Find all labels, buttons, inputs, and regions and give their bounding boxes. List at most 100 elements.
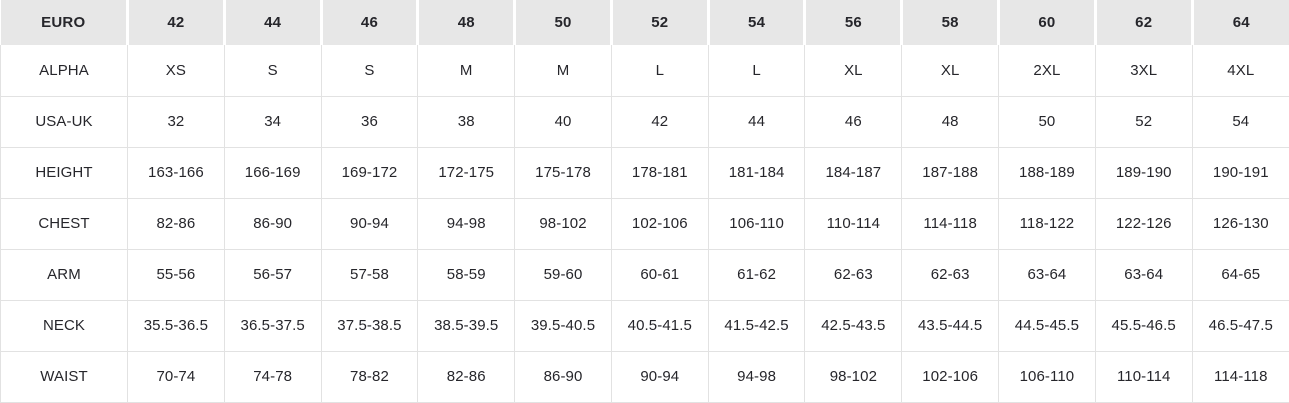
- data-cell: 35.5-36.5: [128, 300, 225, 351]
- data-cell: 106-110: [708, 198, 805, 249]
- data-cell: 37.5-38.5: [321, 300, 418, 351]
- data-cell: 54: [1192, 96, 1289, 147]
- header-cell: 44: [224, 0, 321, 45]
- row-label-cell: ALPHA: [1, 45, 128, 96]
- data-cell: 41.5-42.5: [708, 300, 805, 351]
- header-cell: 46: [321, 0, 418, 45]
- data-cell: 86-90: [224, 198, 321, 249]
- header-cell: 54: [708, 0, 805, 45]
- data-cell: S: [224, 45, 321, 96]
- data-cell: 60-61: [611, 249, 708, 300]
- data-cell: XL: [805, 45, 902, 96]
- data-cell: 38: [418, 96, 515, 147]
- data-cell: XL: [902, 45, 999, 96]
- row-label-cell: HEIGHT: [1, 147, 128, 198]
- data-cell: 94-98: [708, 351, 805, 402]
- data-cell: 45.5-46.5: [1095, 300, 1192, 351]
- data-cell: 36.5-37.5: [224, 300, 321, 351]
- row-label-cell: ARM: [1, 249, 128, 300]
- data-cell: 190-191: [1192, 147, 1289, 198]
- data-cell: 62-63: [805, 249, 902, 300]
- data-cell: L: [611, 45, 708, 96]
- data-cell: 56-57: [224, 249, 321, 300]
- data-cell: 118-122: [999, 198, 1096, 249]
- header-cell: 52: [611, 0, 708, 45]
- data-cell: 70-74: [128, 351, 225, 402]
- data-cell: 44: [708, 96, 805, 147]
- data-cell: 63-64: [999, 249, 1096, 300]
- data-cell: 43.5-44.5: [902, 300, 999, 351]
- header-cell: 56: [805, 0, 902, 45]
- data-cell: 62-63: [902, 249, 999, 300]
- data-cell: 110-114: [1095, 351, 1192, 402]
- header-label-cell: EURO: [1, 0, 128, 45]
- data-cell: 40: [515, 96, 612, 147]
- data-cell: 181-184: [708, 147, 805, 198]
- data-cell: 82-86: [128, 198, 225, 249]
- data-cell: 126-130: [1192, 198, 1289, 249]
- data-cell: 46: [805, 96, 902, 147]
- data-cell: 2XL: [999, 45, 1096, 96]
- header-cell: 42: [128, 0, 225, 45]
- data-cell: 61-62: [708, 249, 805, 300]
- data-cell: 46.5-47.5: [1192, 300, 1289, 351]
- data-cell: 74-78: [224, 351, 321, 402]
- data-cell: 122-126: [1095, 198, 1192, 249]
- data-cell: 48: [902, 96, 999, 147]
- data-cell: 4XL: [1192, 45, 1289, 96]
- data-cell: 57-58: [321, 249, 418, 300]
- data-cell: 94-98: [418, 198, 515, 249]
- row-label-cell: NECK: [1, 300, 128, 351]
- data-cell: 78-82: [321, 351, 418, 402]
- data-cell: 172-175: [418, 147, 515, 198]
- data-cell: 55-56: [128, 249, 225, 300]
- data-cell: 34: [224, 96, 321, 147]
- data-cell: 102-106: [611, 198, 708, 249]
- data-cell: 39.5-40.5: [515, 300, 612, 351]
- data-cell: L: [708, 45, 805, 96]
- data-cell: 36: [321, 96, 418, 147]
- data-cell: 59-60: [515, 249, 612, 300]
- data-cell: 58-59: [418, 249, 515, 300]
- data-cell: 86-90: [515, 351, 612, 402]
- data-cell: 187-188: [902, 147, 999, 198]
- header-cell: 64: [1192, 0, 1289, 45]
- data-cell: S: [321, 45, 418, 96]
- header-cell: 62: [1095, 0, 1192, 45]
- data-cell: 114-118: [1192, 351, 1289, 402]
- row-label-cell: USA-UK: [1, 96, 128, 147]
- data-cell: 52: [1095, 96, 1192, 147]
- data-cell: 90-94: [321, 198, 418, 249]
- row-label-cell: WAIST: [1, 351, 128, 402]
- data-cell: 175-178: [515, 147, 612, 198]
- row-label-cell: CHEST: [1, 198, 128, 249]
- data-cell: 189-190: [1095, 147, 1192, 198]
- data-cell: 42: [611, 96, 708, 147]
- data-cell: 32: [128, 96, 225, 147]
- data-cell: 178-181: [611, 147, 708, 198]
- data-cell: 50: [999, 96, 1096, 147]
- data-cell: 184-187: [805, 147, 902, 198]
- data-cell: 106-110: [999, 351, 1096, 402]
- data-cell: M: [418, 45, 515, 96]
- data-cell: 90-94: [611, 351, 708, 402]
- header-cell: 50: [515, 0, 612, 45]
- data-cell: 42.5-43.5: [805, 300, 902, 351]
- data-cell: 114-118: [902, 198, 999, 249]
- data-cell: 110-114: [805, 198, 902, 249]
- data-cell: 166-169: [224, 147, 321, 198]
- data-cell: 3XL: [1095, 45, 1192, 96]
- header-cell: 58: [902, 0, 999, 45]
- data-cell: 169-172: [321, 147, 418, 198]
